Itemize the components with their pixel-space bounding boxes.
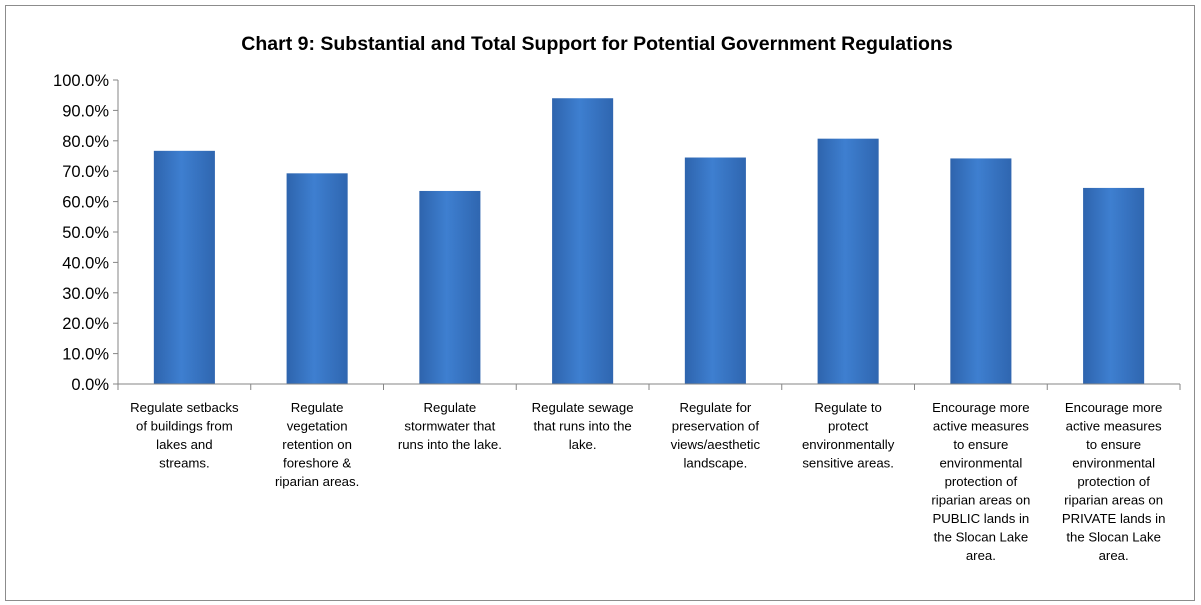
y-tick-label: 70.0% <box>62 163 109 181</box>
x-tick-label: Regulate sewage that runs into the lake. <box>532 400 634 452</box>
x-labels: Regulate setbacks of buildings from lakes … <box>130 400 1165 563</box>
y-axis: 0.0% 10.0% 20.0% 30.0% 40.0% 50.0% 60.0% 70.0% 8… <box>53 72 119 394</box>
y-tick-label: 60.0% <box>62 194 109 212</box>
y-tick-label: 20.0% <box>62 315 109 333</box>
y-tick-label: 0.0% <box>71 376 109 394</box>
bars <box>153 98 1145 385</box>
bar <box>1083 187 1145 384</box>
x-tick-label: Regulate stormwater that runs into the lak… <box>398 400 502 452</box>
bar <box>153 150 215 384</box>
y-tick-label: 80.0% <box>62 133 109 151</box>
x-tick-label: Encourage more active measures to ensure en… <box>931 400 1030 563</box>
bar <box>419 190 481 384</box>
y-tick-label: 10.0% <box>62 346 109 364</box>
x-tick-label: Regulate for preservation of views/aesthet… <box>671 400 761 471</box>
x-tick-label: Encourage more active measures to ensure en… <box>1062 400 1166 563</box>
x-axis <box>117 383 1181 390</box>
y-tick-label: 90.0% <box>62 102 109 120</box>
x-tick-label: Regulate to protect environmentally sensiti… <box>802 400 895 471</box>
y-tick-label: 30.0% <box>62 285 109 303</box>
bar <box>552 98 614 385</box>
y-tick-label: 40.0% <box>62 254 109 272</box>
bar <box>950 158 1012 384</box>
x-tick-label: Regulate setbacks of buildings from lakes … <box>130 400 239 471</box>
bar <box>684 157 746 384</box>
bar <box>286 173 348 384</box>
chart-title: Chart 9: Substantial and Total Support f… <box>241 33 953 55</box>
y-tick-label: 100.0% <box>53 72 109 90</box>
y-tick-label: 50.0% <box>62 224 109 242</box>
bar <box>817 138 879 384</box>
x-tick-label: Regulate vegetation retention on foreshore … <box>275 400 359 489</box>
